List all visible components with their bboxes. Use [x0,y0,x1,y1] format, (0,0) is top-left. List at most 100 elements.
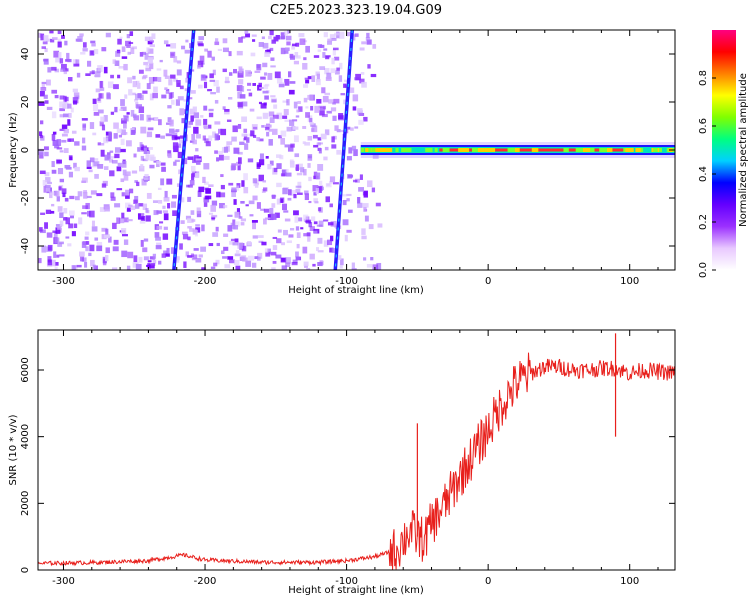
spectrogram-noise-cell [228,259,235,264]
spectrogram-noise-cell [285,35,292,41]
spectrogram-noise-cell [295,164,299,172]
spectrogram-noise-cell [43,185,47,193]
spectrogram-noise-cell [256,202,261,209]
spectrogram-noise-cell [352,179,358,183]
spectrogram-noise-cell [320,133,327,140]
spectrogram-noise-cell [327,38,333,42]
spectrogram-noise-cell [64,164,71,169]
spectrogram-noise-cell [100,116,105,123]
spectrogram-noise-cell [281,169,287,177]
spectrogram-noise-cell [85,241,90,245]
spectrogram-noise-cell [52,37,58,40]
spectrogram-noise-cell [59,58,64,64]
spectrogram-noise-cell [299,38,306,45]
spectrogram-noise-cell [187,226,192,229]
spectrogram-noise-cell [205,188,211,194]
spectrogram-noise-cell [360,72,365,75]
spectrogram-noise-cell [140,164,144,169]
spectrogram-noise-cell [39,152,44,159]
spectrogram-noise-cell [296,172,303,176]
spectrogram-noise-cell [81,212,87,215]
spectrogram-noise-cell [146,264,150,267]
spectrogram-noise-cell [280,197,285,203]
spectrogram-noise-cell [166,122,172,125]
spectrogram-noise-cell [260,103,267,109]
spectrogram-noise-cell [63,129,69,134]
spectrogram-noise-cell [38,257,42,264]
spectrogram-noise-cell [329,34,336,39]
spectrogram-noise-cell [155,236,161,241]
spectrogram-noise-cell [248,200,255,205]
spectrogram-noise-cell [96,245,103,252]
spectrogram-noise-cell [74,196,80,201]
spectrogram-noise-cell [114,106,118,113]
spectrogram-noise-cell [296,243,300,249]
snr-x-tick-label: -200 [194,576,217,587]
spectrogram-noise-cell [228,51,232,57]
spectrogram-noise-cell [231,136,237,142]
spectrogram-noise-cell [149,164,155,169]
spectrogram-noise-cell [318,220,324,227]
spectrogram-noise-cell [275,254,282,259]
spectrogram-noise-cell [203,81,208,89]
spectrogram-noise-cell [50,38,55,43]
spectrogram-noise-cell [270,251,277,256]
spectrogram-noise-cell [197,60,204,68]
spectrogram-noise-cell [283,210,289,213]
spectrogram-noise-cell [67,77,73,82]
spectrogram-noise-cell [367,64,371,69]
spectrogram-noise-cell [222,106,226,110]
spectrogram-noise-cell [329,176,336,183]
spectrogram-noise-cell [363,207,367,212]
spectrogram-noise-cell [58,186,62,191]
spectrogram-noise-cell [141,51,147,55]
spectrogram-noise-cell [220,184,225,190]
spectrogram-noise-cell [127,219,133,222]
spectrogram-noise-cell [274,71,281,79]
spectrogram-noise-cell [160,162,166,166]
spectrogram-noise-cell [114,203,121,208]
spectrogram-noise-cell [318,148,322,154]
spectrogram-noise-cell [96,241,103,248]
spectrogram-noise-cell [171,99,175,105]
spectrogram-noise-cell [134,204,140,209]
spectrogram-noise-cell [213,262,218,267]
spectrogram-noise-cell [313,55,320,58]
spectrogram-noise-cell [123,132,128,135]
spectrogram-noise-cell [195,148,199,152]
spectrogram-noise-cell [289,81,296,84]
spectrogram-noise-cell [240,200,245,204]
spectrogram-noise-cell [325,196,331,203]
spectrogram-noise-cell [298,106,303,112]
spectrogram-noise-cell [155,245,162,250]
spectrogram-noise-cell [324,146,329,151]
spectrogram-noise-cell [223,155,230,160]
spectrogram-noise-cell [174,159,180,163]
spectrogram-noise-cell [322,52,326,58]
spectrogram-noise-cell [276,238,282,244]
spectrogram-noise-cell [172,142,179,150]
spectrogram-noise-cell [82,137,86,144]
spectrogram-noise-cell [289,119,295,126]
spectrogram-noise-cell [247,241,252,246]
spectrogram-noise-cell [276,77,283,84]
spectrogram-noise-cell [327,239,333,246]
spectrogram-noise-cell [313,171,318,179]
spectrogram-noise-cell [271,203,276,208]
spectrogram-noise-cell [284,144,291,148]
spectrogram-noise-cell [323,32,328,38]
spectrogram-noise-cell [68,171,73,178]
spectrogram-noise-cell [127,77,133,84]
spectrogram-noise-cell [352,94,359,102]
spectrogram-noise-cell [202,135,206,141]
spectrogram-noise-cell [146,47,150,53]
spectrogram-noise-cell [208,212,214,215]
spectrogram-noise-cell [253,134,257,138]
spectrogram-noise-cell [319,106,326,111]
spectrogram-noise-cell [172,210,178,216]
snr-x-tick-label: 0 [485,576,491,587]
spectrogram-noise-cell [56,254,60,258]
spectrogram-noise-cell [138,106,145,114]
spectrogram-noise-cell [241,245,247,252]
